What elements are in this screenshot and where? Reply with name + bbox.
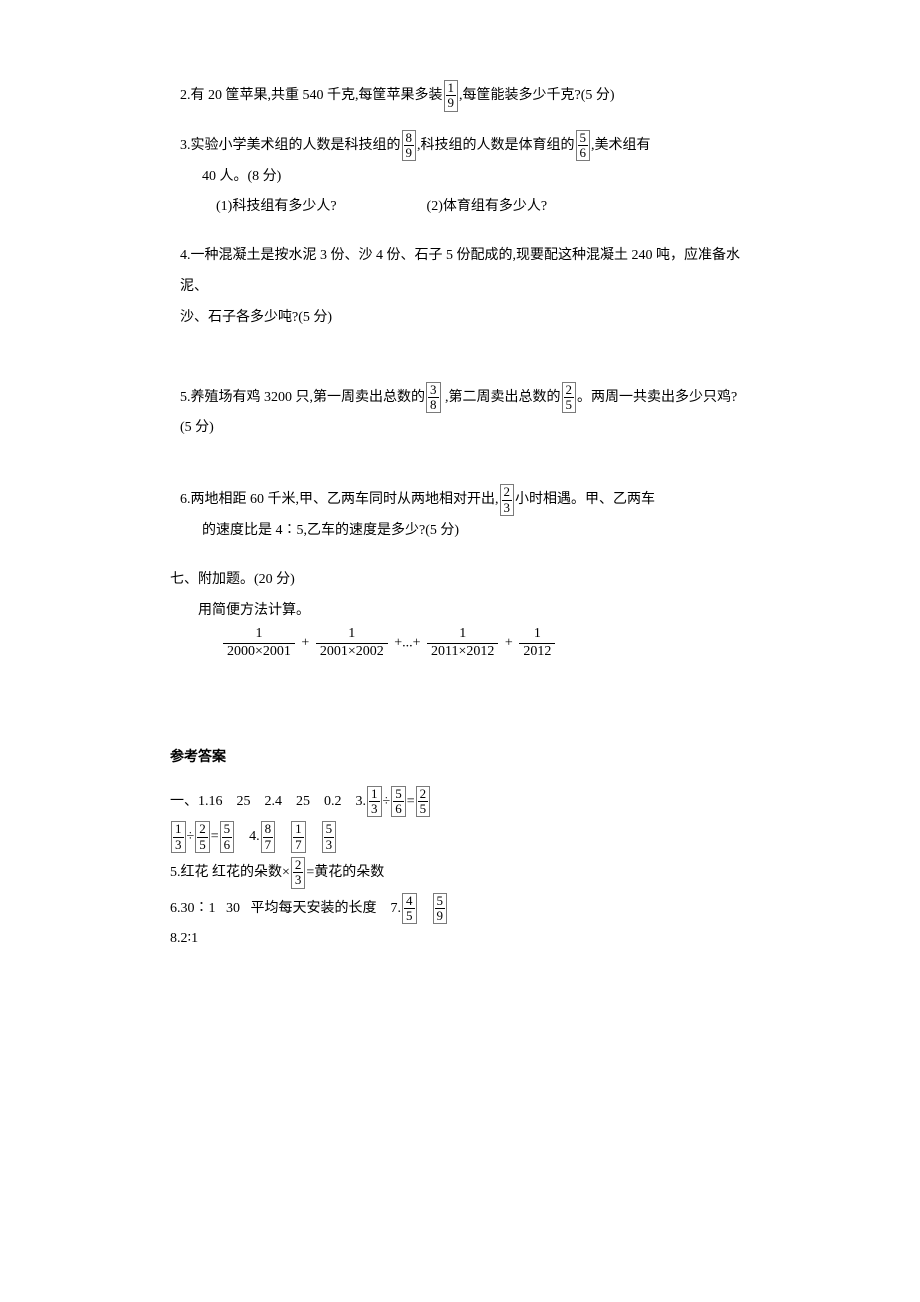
ans6-f4-5: 45 [402,893,417,925]
q4-line1: 4.一种混凝土是按水泥 3 份、沙 4 份、石子 5 份配成的,现要配这种混凝土… [180,241,740,303]
ans6-f5-9: 59 [433,893,448,925]
ans-line-8: 8.2∶1 [170,928,740,950]
a1-eq1: = [407,794,415,809]
a6-pre: 6.30∶1 30 平均每天安装的长度 7. [170,901,401,916]
q6-line1: 6.两地相距 60 千米,甲、乙两车同时从两地相对开出,23小时相遇。甲、乙两车 [180,484,740,516]
a2-eq: = [211,829,219,844]
q3-line1: 3.实验小学美术组的人数是科技组的89,科技组的人数是体育组的56,美术组有 [180,130,740,162]
question-7: 七、附加题。(20 分) 用简便方法计算。 12000×2001 + 12001… [170,565,740,661]
q3-subs: (1)科技组有多少人? (2)体育组有多少人? [180,192,740,223]
spacer-2 [180,691,740,721]
ans2-f5-3: 53 [322,821,337,853]
q3-sub2: (2)体育组有多少人? [427,192,548,223]
term-4: 12012 [519,626,555,661]
a5-post: =黄花的朵数 [306,865,384,880]
answers-section: 参考答案 一、1.16 25 2.4 25 0.2 3.13÷56=25 13÷… [170,741,740,951]
ans2-f1-3: 13 [171,821,186,853]
sp6 [418,901,432,916]
answers-title: 参考答案 [170,741,740,772]
ans-f5-6: 56 [391,786,406,818]
ans-line-6: 6.30∶1 30 平均每天安装的长度 7.45 59 [170,893,740,925]
sp2 [276,829,290,844]
fraction-2-3: 23 [500,484,515,516]
q3-mid: ,科技组的人数是体育组的 [417,138,575,153]
question-6: 6.两地相距 60 千米,甲、乙两车同时从两地相对开出,23小时相遇。甲、乙两车… [180,484,740,547]
plus-2: + [505,636,513,651]
question-4: 4.一种混凝土是按水泥 3 份、沙 4 份、石子 5 份配成的,现要配这种混凝土… [180,241,740,333]
question-2: 2.有 20 筐苹果,共重 540 千克,每筐苹果多装19,每筐能装多少千克?(… [180,80,740,112]
sp3 [307,829,321,844]
page: 2.有 20 筐苹果,共重 540 千克,每筐苹果多装19,每筐能装多少千克?(… [0,0,920,1015]
q3-pre: 3.实验小学美术组的人数是科技组的 [180,138,401,153]
a5-pre: 5.红花 红花的朵数× [170,865,290,880]
ans2-f5-6: 56 [220,821,235,853]
ans2-f2-5: 25 [195,821,210,853]
q2-text-post: ,每筐能装多少千克?(5 分) [459,88,615,103]
fraction-8-9: 89 [402,130,417,162]
ans-f2-5: 25 [416,786,431,818]
q4-line2: 沙、石子各多少吨?(5 分) [180,303,740,334]
fraction-5-6: 56 [576,130,591,162]
question-5: 5.养殖场有鸡 3200 只,第一周卖出总数的38 ,第二周卖出总数的25。两周… [180,382,740,445]
q6-post: 小时相遇。甲、乙两车 [515,492,655,507]
q7-sub: 用简便方法计算。 [170,596,740,627]
fraction-3-8: 38 [426,382,441,414]
q7-formula: 12000×2001 + 12001×2002 +...+ 12011×2012… [170,626,740,661]
term-2: 12001×2002 [316,626,388,661]
fraction-1-9: 19 [444,80,459,112]
q7-title: 七、附加题。(20 分) [170,565,740,596]
q3-sub1: (1)科技组有多少人? [216,192,337,223]
q6-line2: 的速度比是 4∶5,乙车的速度是多少?(5 分) [180,516,740,547]
ans-line-1: 一、1.16 25 2.4 25 0.2 3.13÷56=25 [170,786,740,818]
fraction-2-5: 25 [562,382,577,414]
ans-line-5: 5.红花 红花的朵数×23=黄花的朵数 [170,857,740,889]
dots: +...+ [394,636,420,651]
question-3: 3.实验小学美术组的人数是科技组的89,科技组的人数是体育组的56,美术组有 4… [180,130,740,223]
ans-line-2: 13÷25=56 4.87 17 53 [170,821,740,853]
ans2-f8-7: 87 [261,821,276,853]
a1-div1: ÷ [383,794,391,809]
a1-pre: 一、1.16 25 2.4 25 0.2 3. [170,794,366,809]
q2-text-pre: 2.有 20 筐苹果,共重 540 千克,每筐苹果多装 [180,88,443,103]
q3-post: ,美术组有 [591,138,651,153]
q3-line2: 40 人。(8 分) [180,162,740,193]
plus-1: + [301,636,309,651]
q6-pre: 6.两地相距 60 千米,甲、乙两车同时从两地相对开出, [180,492,499,507]
ans-f1-3: 13 [367,786,382,818]
q5-mid: ,第二周卖出总数的 [442,390,561,405]
ans2-f1-7: 17 [291,821,306,853]
spacer [180,352,740,382]
ans5-f2-3: 23 [291,857,306,889]
q5-pre: 5.养殖场有鸡 3200 只,第一周卖出总数的 [180,390,425,405]
a2-div: ÷ [187,829,195,844]
term-1: 12000×2001 [223,626,295,661]
a1-tail: 4. [235,829,260,844]
term-3: 12011×2012 [427,626,498,661]
